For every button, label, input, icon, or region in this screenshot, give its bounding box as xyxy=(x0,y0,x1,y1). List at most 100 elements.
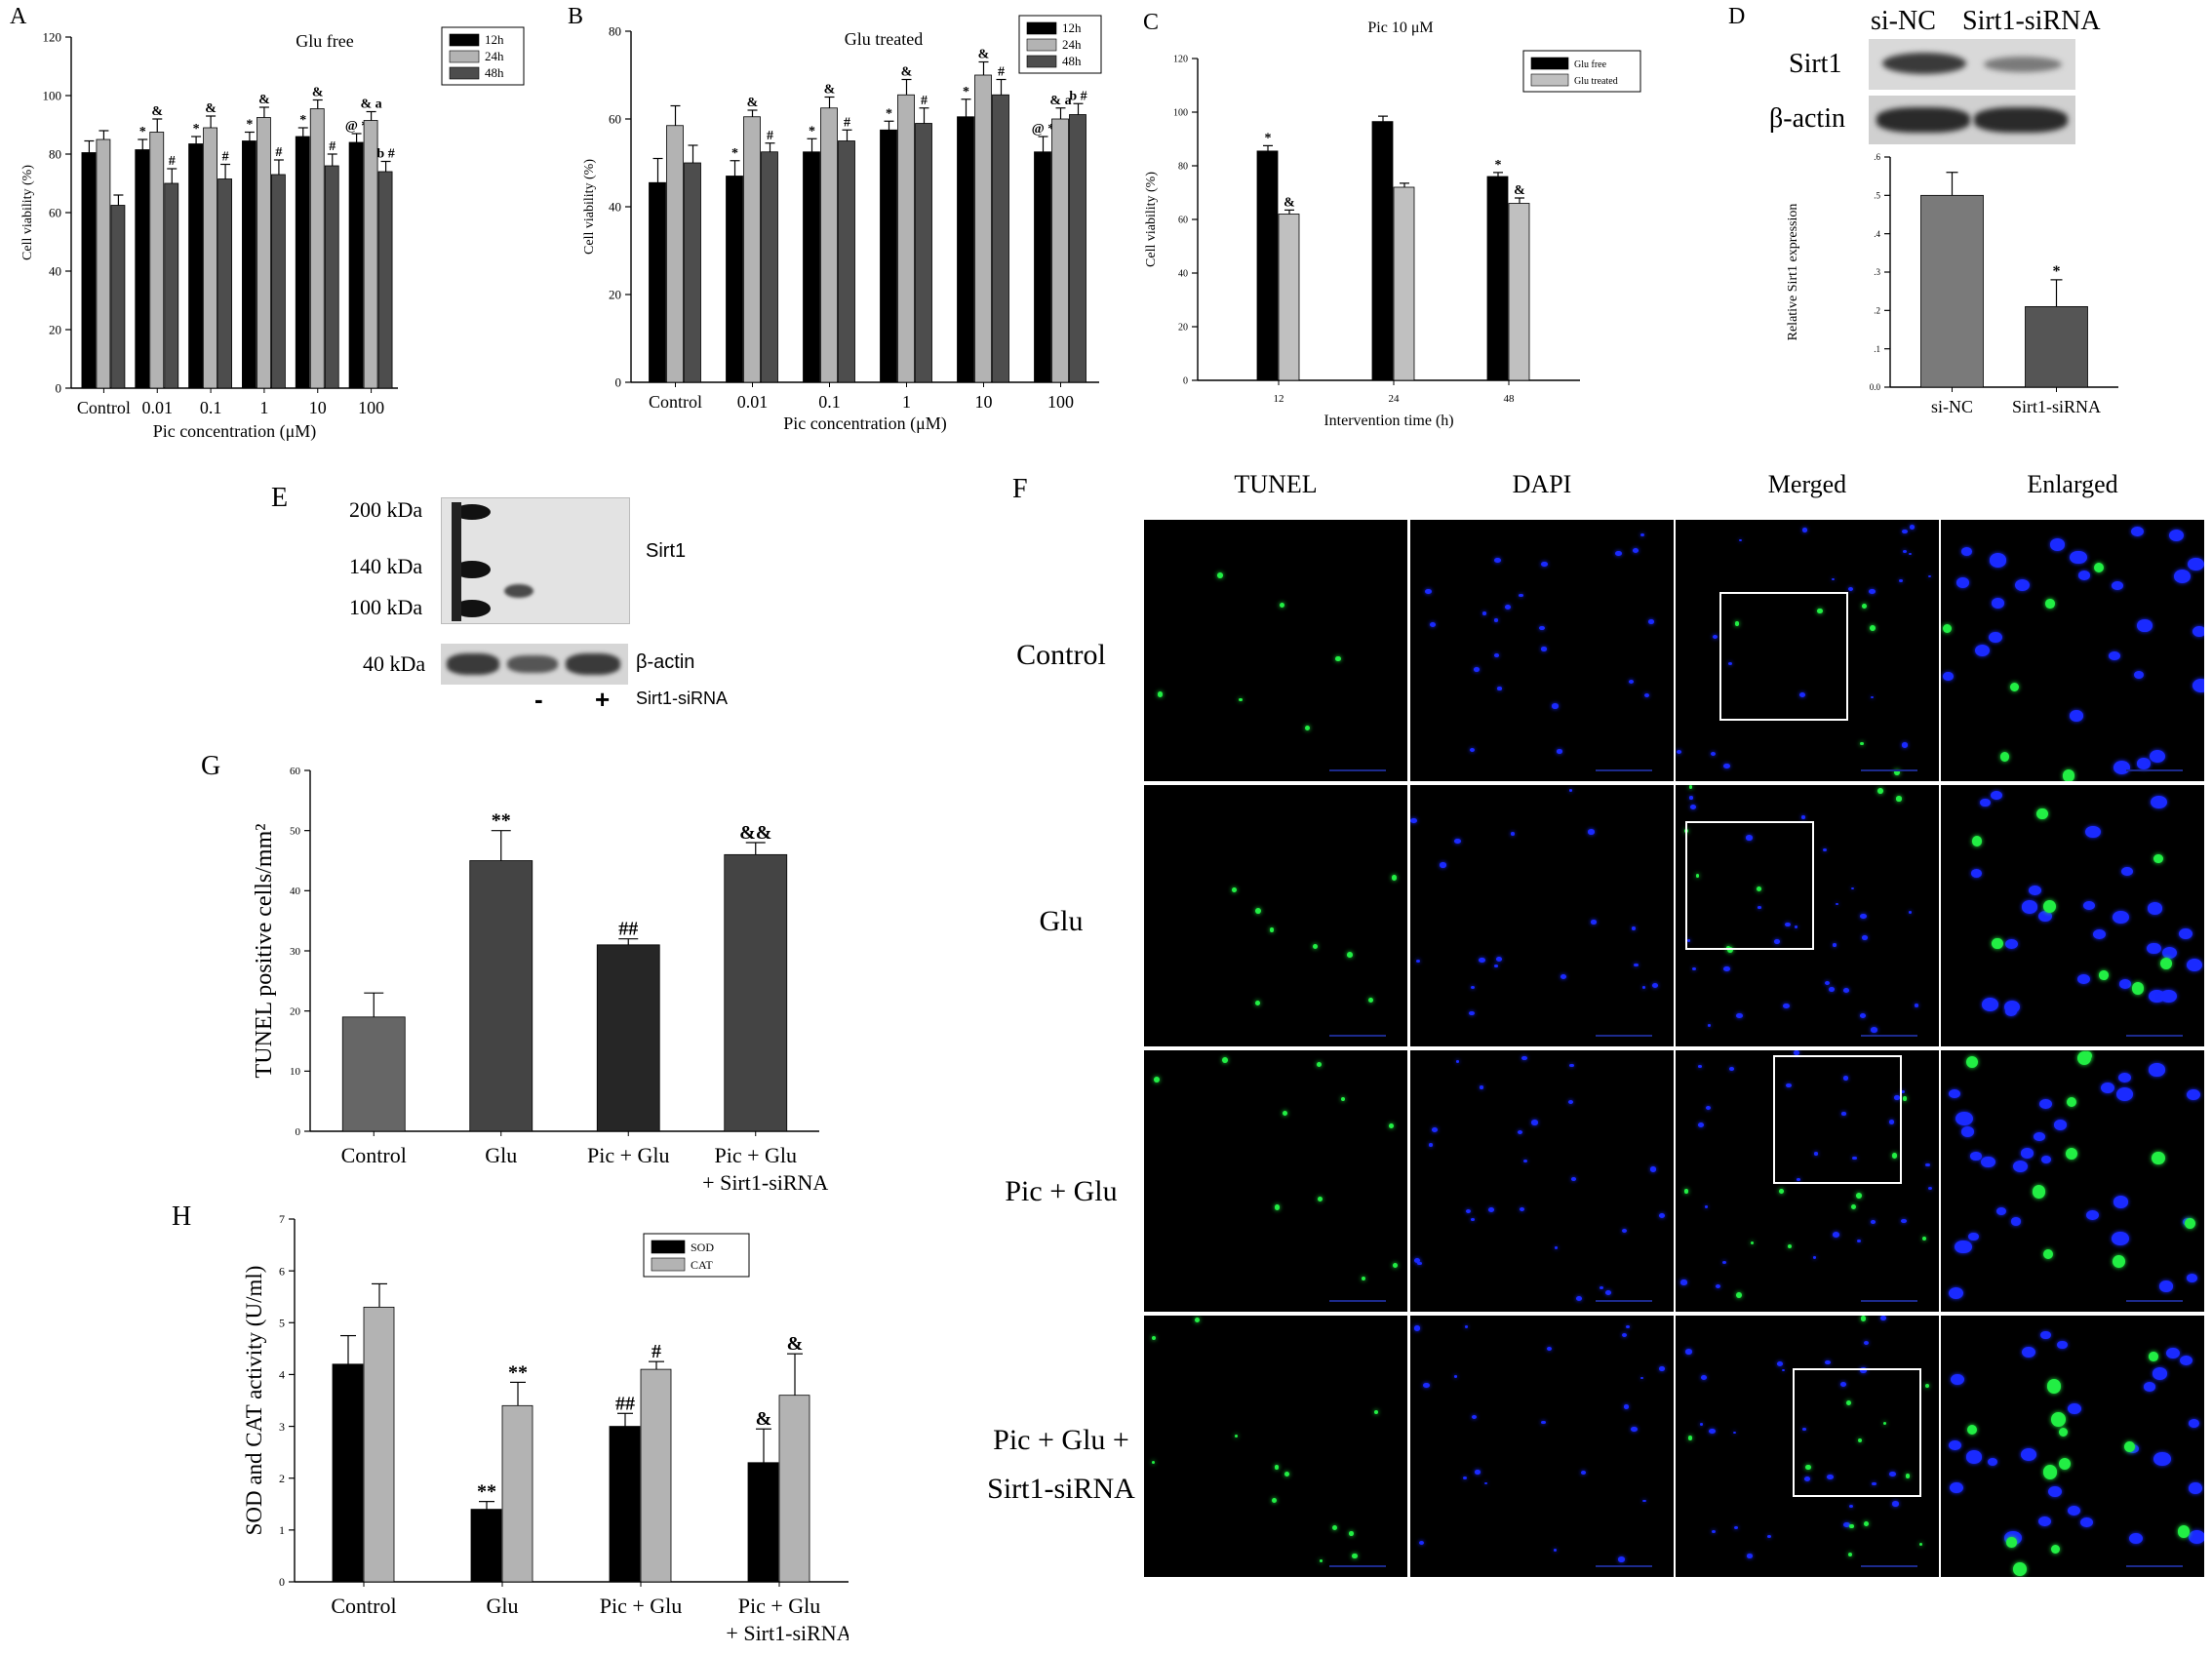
legend-label: 24h xyxy=(1062,37,1082,52)
x-tick-label: 0.01 xyxy=(737,392,769,412)
chart-h: 0 1 2 3 4 5 6 7 SOD and CAT activity (U/ml) Contr… xyxy=(242,1212,849,1645)
blot-d-row-label-2: β-actin xyxy=(1769,103,1845,134)
y-tick-label: 10 xyxy=(290,1066,301,1078)
y-tick-label: .4 xyxy=(1874,229,1880,239)
x-tick-label: Pic + Glu xyxy=(738,1594,821,1618)
x-tick-label: 12 xyxy=(1274,393,1284,405)
blot-e-protein-sirt1: Sirt1 xyxy=(646,540,687,562)
bar xyxy=(724,853,788,1132)
micrograph-column-label: DAPI xyxy=(1512,470,1572,498)
micrograph-column-label: Enlarged xyxy=(2027,470,2118,498)
blot-d-lane-label-2: Sirt1-siRNA xyxy=(1962,6,2101,36)
blot-e-marker-100: 100 kDa xyxy=(349,595,423,619)
bar xyxy=(747,1462,779,1583)
micrograph-panel: TUNEL DAPI Merged Enlarged Control Glu Pic + … xyxy=(936,458,2212,1654)
x-tick-label: 0.1 xyxy=(818,392,841,412)
micrograph-image xyxy=(1676,520,1939,781)
significance-mark: * xyxy=(731,146,738,161)
x-axis-label: Pic concentration (μM) xyxy=(153,421,317,442)
bar xyxy=(726,176,743,383)
significance-mark: & xyxy=(824,83,836,98)
bar xyxy=(324,165,339,389)
bar xyxy=(1371,121,1394,381)
y-tick-label: 100 xyxy=(1173,108,1188,119)
micrograph-row-label: Pic + Glu xyxy=(1005,1175,1118,1207)
legend-label: 12h xyxy=(485,32,504,47)
panel-letter-b: B xyxy=(568,4,584,29)
y-axis-label: Relative Sirt1 expression xyxy=(1786,204,1800,341)
enlarged-region-box xyxy=(1793,1368,1921,1497)
enlarged-region-box xyxy=(1719,592,1848,721)
significance-mark: @ * xyxy=(1032,122,1055,137)
significance-mark: # xyxy=(767,129,773,143)
bar xyxy=(501,1404,533,1583)
bar xyxy=(803,151,820,383)
bar xyxy=(348,141,364,389)
bar xyxy=(188,143,203,389)
legend-label: CAT xyxy=(691,1258,713,1272)
micrograph-image xyxy=(1676,785,1939,1046)
blot-e-lane-minus: - xyxy=(534,685,543,714)
bar xyxy=(1920,194,1984,388)
x-tick-label: Control xyxy=(331,1594,396,1618)
micrograph-column-label: Merged xyxy=(1767,470,1847,498)
y-tick-label: 120 xyxy=(43,30,62,45)
panel-letter-h: H xyxy=(172,1201,192,1232)
micrograph-column-label: TUNEL xyxy=(1234,470,1318,498)
blot-e-marker-40: 40 kDa xyxy=(363,651,426,676)
significance-mark: & xyxy=(901,65,913,80)
blot-d-lane-label-1: si-NC xyxy=(1871,6,1936,36)
bar xyxy=(271,174,286,389)
y-tick-label: 60 xyxy=(1178,216,1188,226)
y-axis-label: Cell viability (%) xyxy=(20,165,35,260)
significance-mark: ## xyxy=(618,919,638,940)
significance-mark: & xyxy=(1514,183,1525,198)
micrograph-image xyxy=(1144,785,1407,1046)
blot-e: 200 kDa 140 kDa 100 kDa 40 kDa Sirt1 β-a… xyxy=(322,488,761,722)
y-tick-label: 2 xyxy=(279,1472,285,1485)
bar xyxy=(974,74,992,383)
significance-mark: # xyxy=(921,94,928,108)
blot-e-protein-actin: β-actin xyxy=(636,651,695,673)
bar xyxy=(596,944,660,1132)
significance-mark: ** xyxy=(477,1481,496,1503)
x-tick-label: Pic + Glu xyxy=(600,1594,683,1618)
micrograph-image xyxy=(1144,520,1407,781)
bar xyxy=(2025,305,2088,388)
micrograph-row-label: Sirt1-siRNA xyxy=(987,1473,1135,1505)
bar xyxy=(1256,150,1279,381)
x-tick-label: 0.1 xyxy=(200,398,222,417)
y-tick-label: 7 xyxy=(279,1212,285,1226)
micrograph-image xyxy=(1410,520,1674,781)
legend-swatch xyxy=(1026,38,1057,52)
micrograph-image xyxy=(1941,520,2204,781)
legend-swatch xyxy=(449,50,480,63)
legend-label: 48h xyxy=(485,65,504,80)
micrograph-image xyxy=(1410,1316,1674,1577)
blot-e-marker-200: 200 kDa xyxy=(349,497,423,522)
y-tick-label: 5 xyxy=(279,1316,285,1329)
significance-mark: * xyxy=(246,118,253,133)
bar xyxy=(1051,118,1069,383)
bar xyxy=(880,129,897,383)
bar xyxy=(470,1509,502,1583)
x-tick-label: + Sirt1-siRNA xyxy=(702,1170,828,1195)
x-tick-label: 1 xyxy=(902,392,911,412)
bar xyxy=(957,116,974,383)
legend-swatch xyxy=(651,1257,686,1272)
panel-letter-f: F xyxy=(1012,474,1028,504)
blot-e-actin-strip xyxy=(441,644,628,685)
bar xyxy=(242,140,257,389)
micrograph-image xyxy=(1676,1316,1939,1577)
x-tick-label: Pic + Glu xyxy=(714,1143,797,1167)
legend-label: 24h xyxy=(485,49,504,63)
significance-mark: & xyxy=(787,1333,804,1355)
panel-letter-d: D xyxy=(1728,4,1746,29)
significance-mark: & xyxy=(151,104,163,119)
x-tick-label: 1 xyxy=(259,398,268,417)
significance-mark: b # xyxy=(1069,89,1086,103)
significance-mark: * xyxy=(299,113,306,128)
y-tick-label: .1 xyxy=(1874,344,1880,354)
legend-label: 48h xyxy=(1062,54,1082,68)
chart-a: 0 20 40 60 80 100 120 Cell viability (%) Glu fre… xyxy=(20,26,525,442)
